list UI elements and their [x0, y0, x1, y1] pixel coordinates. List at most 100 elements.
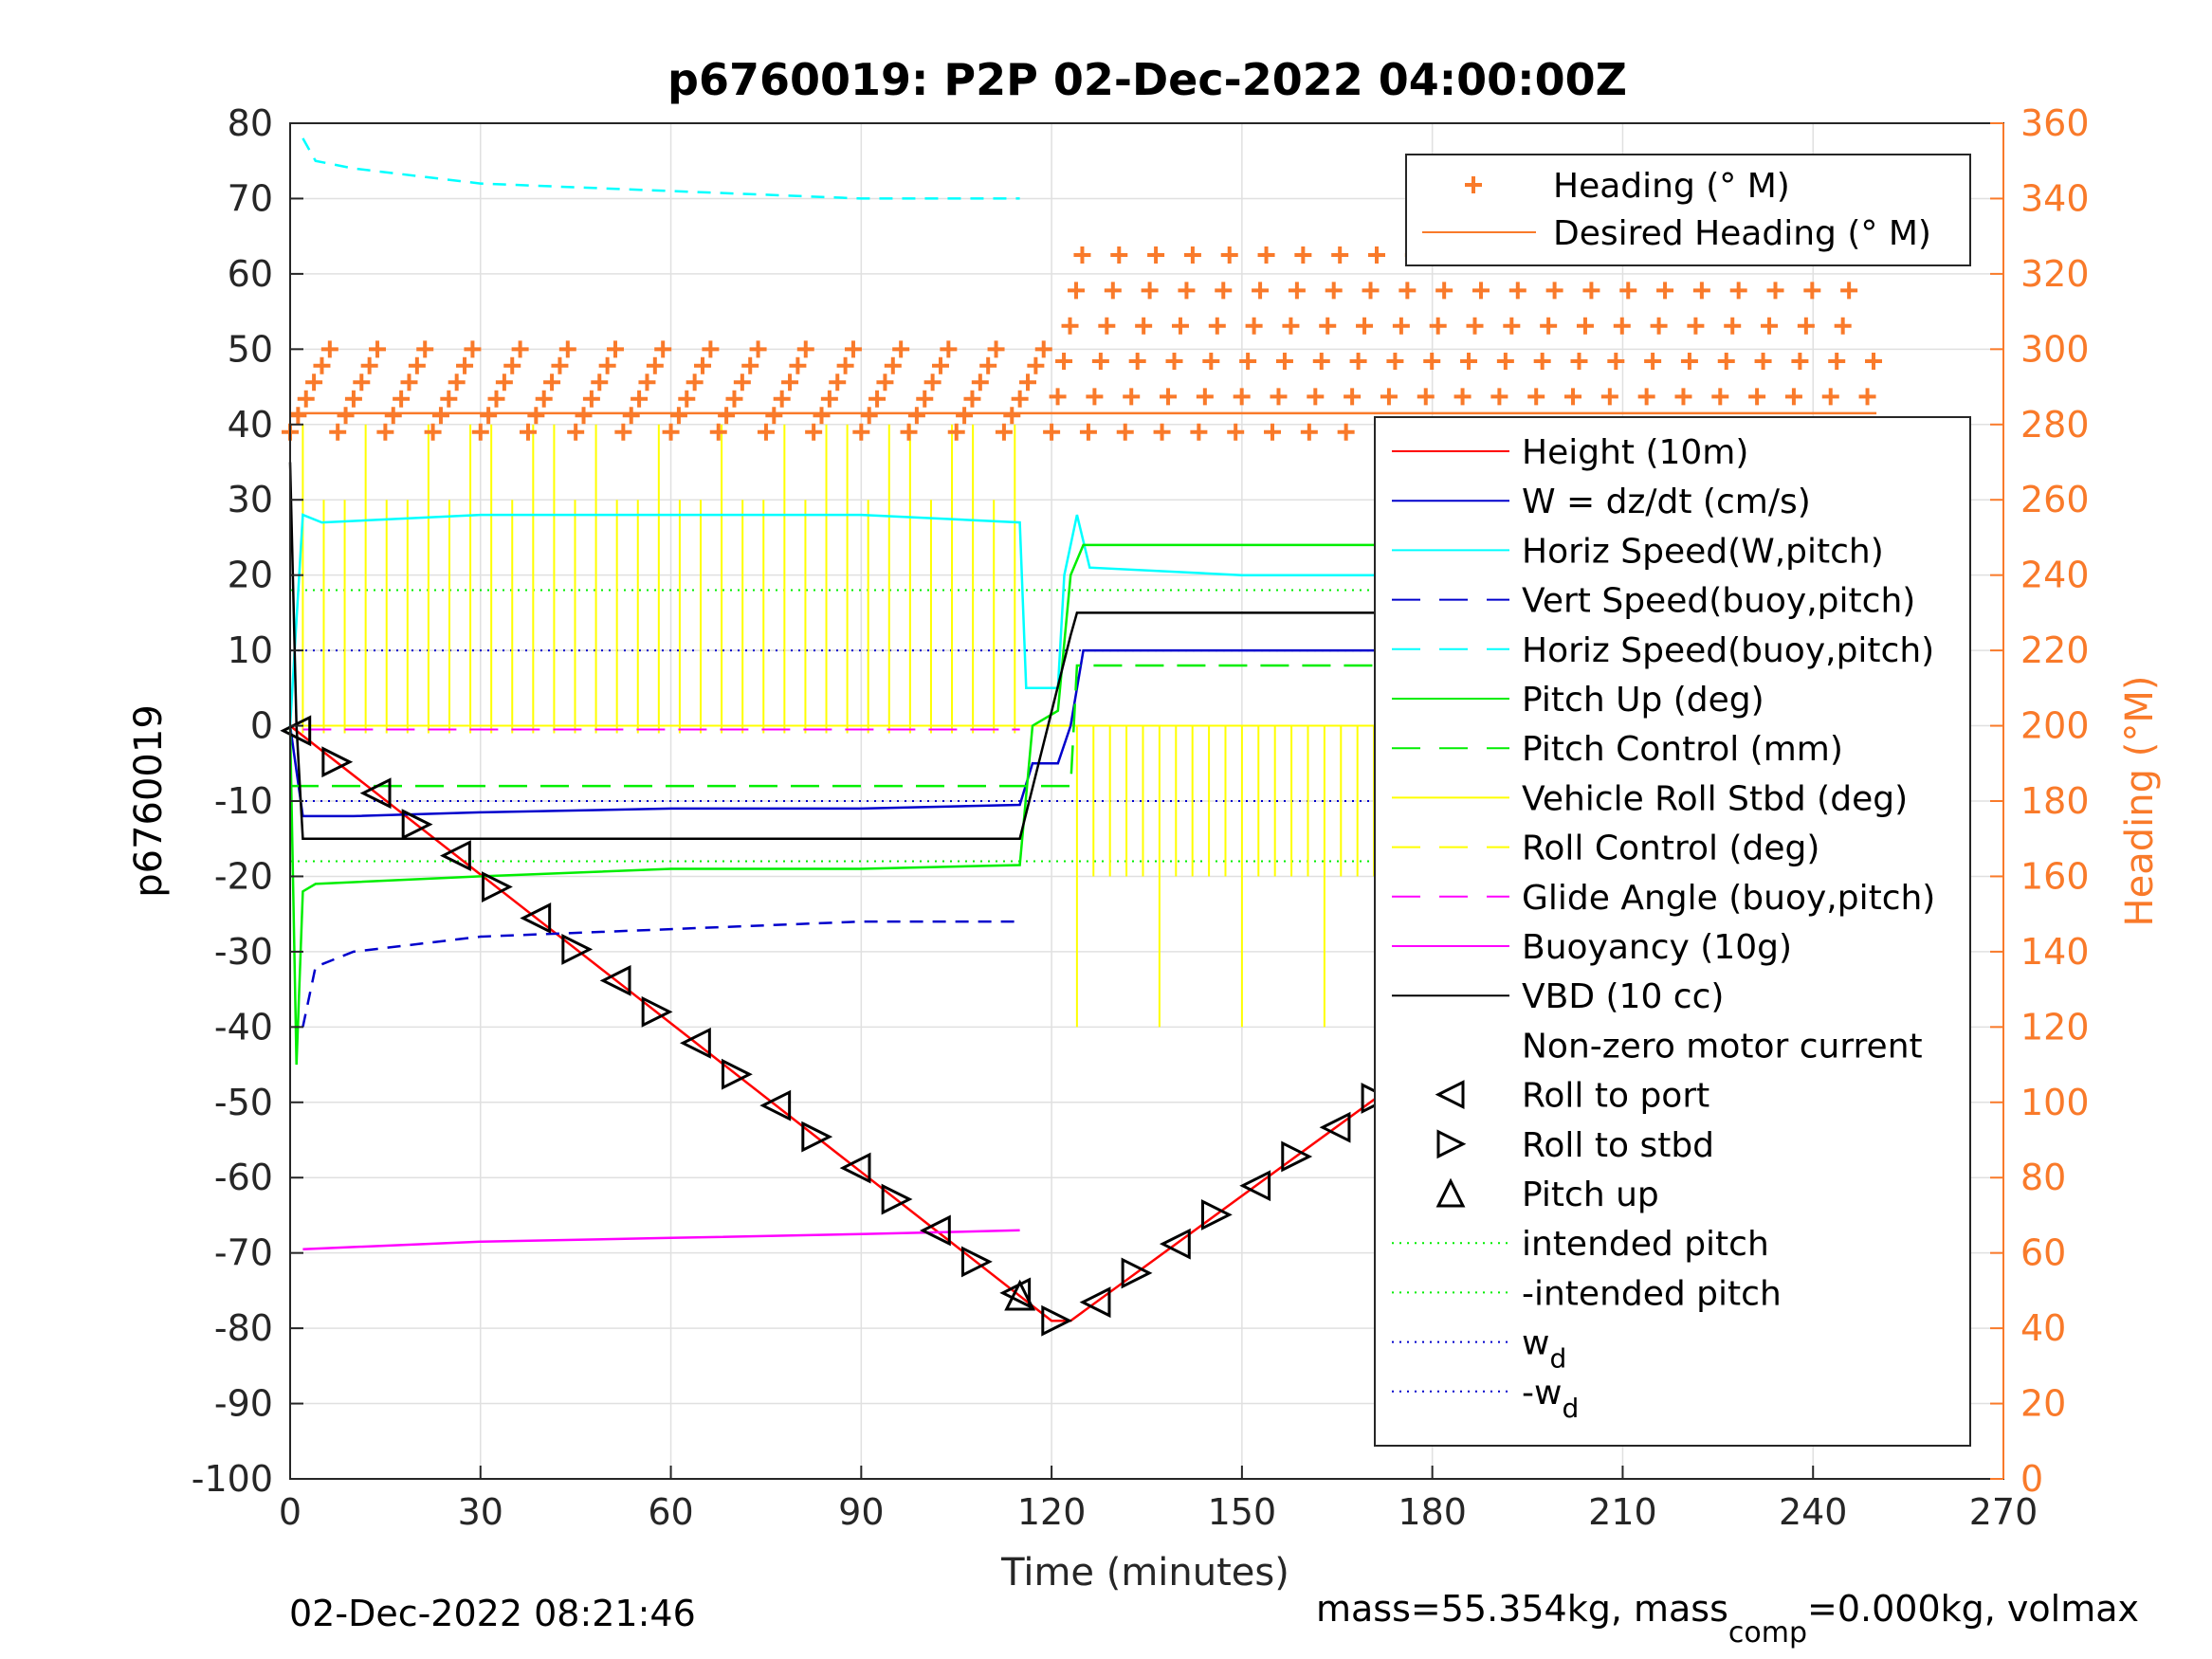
heading-marker	[669, 407, 687, 425]
heading-marker	[1613, 317, 1631, 335]
legend-label: Pitch Control (mm)	[1522, 730, 1843, 769]
heading-marker	[1754, 353, 1772, 371]
heading-marker	[1337, 423, 1355, 441]
y-right-tick-label: 60	[2020, 1232, 2066, 1274]
heading-marker	[979, 356, 997, 374]
heading-marker	[1128, 353, 1146, 371]
y-right-tick-label: 100	[2020, 1082, 2090, 1123]
heading-marker	[1135, 317, 1153, 335]
heading-marker	[297, 390, 315, 408]
y-tick-label: -20	[214, 855, 273, 897]
heading-marker	[796, 340, 814, 358]
y-right-tick-label: 200	[2020, 705, 2090, 747]
heading-marker	[1761, 317, 1779, 335]
roll-marker-right	[401, 809, 433, 841]
heading-marker	[614, 423, 632, 441]
heading-marker	[1104, 282, 1122, 300]
legend-label: Pitch Up (deg)	[1522, 681, 1764, 720]
heading-marker	[1392, 317, 1410, 335]
y-right-tick-label: 240	[2020, 555, 2090, 596]
heading-marker	[1215, 282, 1233, 300]
heading-marker	[416, 340, 434, 358]
y-right-tick-label: 360	[2020, 102, 2090, 144]
heading-marker	[1644, 353, 1662, 371]
heading-marker	[916, 390, 934, 408]
heading-marker	[638, 374, 656, 392]
heading-marker	[1503, 317, 1521, 335]
legend: Height (10m) W = dz/dt (cm/s) Horiz Speed(…	[1374, 416, 1971, 1447]
heading-marker	[456, 356, 474, 374]
heading-marker	[1797, 317, 1815, 335]
heading-marker	[344, 390, 362, 408]
roll-marker-left	[1319, 1111, 1351, 1143]
roll-marker-left	[1159, 1228, 1191, 1260]
roll-marker-right	[1200, 1199, 1233, 1231]
legend-heading: Heading (° M) Desired Heading (° M)	[1405, 154, 1971, 266]
heading-marker	[1239, 353, 1257, 371]
heading-marker	[813, 407, 831, 425]
y-tick-label: 10	[228, 629, 273, 671]
heading-marker	[1828, 353, 1846, 371]
heading-marker	[527, 407, 545, 425]
y-tick-label: -50	[214, 1082, 273, 1123]
footer-timestamp: 02-Dec-2022 08:21:46	[289, 1593, 696, 1634]
heading-marker	[1344, 388, 1362, 406]
heading-marker	[1748, 388, 1766, 406]
y-tick-label: 20	[228, 555, 273, 596]
heading-marker	[1312, 353, 1330, 371]
y-tick-label: -30	[214, 931, 273, 973]
roll-marker-right	[881, 1183, 913, 1215]
y-tick-label: 40	[228, 404, 273, 446]
roll-marker-left	[839, 1152, 871, 1184]
y-right-tick-label: 320	[2020, 253, 2090, 295]
y-tick-label: -10	[214, 780, 273, 822]
y-tick-label: 50	[228, 328, 273, 370]
heading-marker	[694, 356, 712, 374]
heading-marker	[1252, 282, 1270, 300]
heading-marker	[1349, 353, 1367, 371]
roll-marker-left	[599, 964, 631, 996]
heading-marker	[511, 340, 529, 358]
legend-label: Buoyancy (10g)	[1522, 928, 1792, 967]
heading-marker	[353, 374, 371, 392]
legend-swatch	[1435, 1177, 1466, 1208]
heading-marker	[1656, 282, 1674, 300]
heading-marker	[1576, 317, 1594, 335]
heading-marker	[471, 423, 489, 441]
heading-marker	[1270, 388, 1288, 406]
heading-marker	[820, 390, 838, 408]
y-right-tick-label: 220	[2020, 629, 2090, 671]
heading-marker	[376, 423, 394, 441]
roll-marker-right	[321, 746, 354, 778]
heading-marker	[1208, 317, 1226, 335]
heading-marker	[836, 356, 854, 374]
heading-marker	[1435, 282, 1453, 300]
y-right-tick-label: 140	[2020, 931, 2090, 973]
heading-marker	[1116, 423, 1134, 441]
heading-marker	[1821, 388, 1839, 406]
y-right-tick-label: 20	[2020, 1383, 2066, 1425]
x-tick-label: 210	[1588, 1491, 1657, 1533]
heading-marker	[1367, 246, 1385, 264]
roll-marker-right	[960, 1246, 993, 1278]
heading-marker	[1264, 423, 1282, 441]
heading-marker	[431, 407, 449, 425]
legend-swatch	[1435, 1080, 1465, 1110]
heading-marker	[440, 390, 458, 408]
legend-label: intended pitch	[1522, 1225, 1769, 1264]
heading-marker	[1294, 246, 1312, 264]
x-tick-label: 120	[1017, 1491, 1087, 1533]
heading-marker	[1307, 388, 1325, 406]
legend-heading-box	[1405, 154, 1971, 266]
roll-marker-right	[801, 1121, 833, 1153]
y-right-tick-label: 160	[2020, 855, 2090, 897]
y-axis-label: p6760019	[127, 704, 171, 898]
heading-marker	[1582, 282, 1600, 300]
heading-marker	[718, 407, 736, 425]
heading-marker	[789, 356, 807, 374]
y-tick-label: -80	[214, 1307, 273, 1349]
legend-label-sub: d	[1562, 1393, 1579, 1424]
heading-marker	[805, 423, 823, 441]
roll-marker-left	[759, 1089, 792, 1121]
heading-marker	[384, 407, 402, 425]
